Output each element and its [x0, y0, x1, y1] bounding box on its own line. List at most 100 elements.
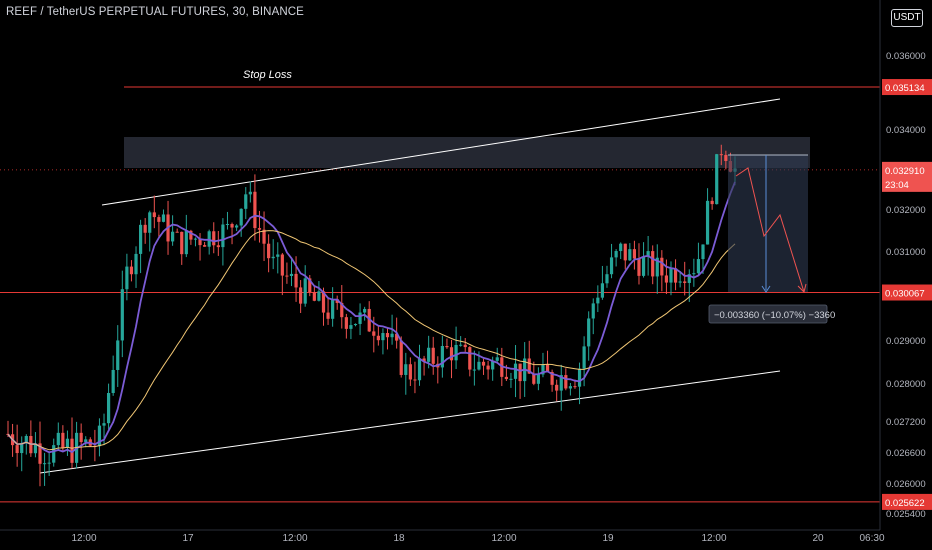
candle-body [692, 273, 696, 275]
candle-body [33, 443, 38, 454]
price-tick-label: 0.026600 [886, 448, 926, 459]
chart-title: REEF / TetherUS PERPETUAL FUTURES, 30, B… [6, 6, 304, 18]
candle-body [38, 443, 42, 464]
current-price-label: 0.032910 [885, 166, 925, 177]
candle-body [422, 358, 426, 362]
candle-body [454, 344, 458, 361]
candle-body [65, 438, 70, 448]
candle-body [326, 312, 330, 319]
candle-body [138, 224, 143, 254]
candle-body [344, 317, 348, 329]
candle-body [715, 154, 719, 205]
candle-body [541, 364, 545, 375]
candle-body [404, 364, 408, 375]
candle-body [116, 340, 120, 370]
candle-body [225, 224, 230, 226]
upper-trend-line [101, 98, 781, 206]
candle-body [472, 369, 476, 371]
candle-body [481, 361, 486, 366]
level-price-tag-label: 0.035134 [885, 83, 925, 94]
price-tick-label: 0.029000 [886, 336, 926, 347]
candle-body [381, 333, 385, 341]
candle-body [312, 292, 316, 301]
candle-body [349, 325, 353, 329]
candle-body [701, 244, 705, 260]
candle-body [623, 243, 627, 261]
candle-body [609, 257, 614, 275]
candle-body [413, 379, 417, 381]
candle-body [257, 228, 262, 230]
candle-body [605, 274, 609, 284]
candle-body [555, 384, 559, 391]
candle-body [175, 231, 179, 233]
candle-body [280, 254, 284, 276]
price-tick-label: 0.031000 [886, 247, 926, 258]
candle-body [56, 432, 60, 446]
price-tick-label: 0.032000 [886, 205, 926, 216]
candle-body [61, 432, 65, 448]
candle-body [641, 256, 646, 276]
candle-body [427, 347, 431, 362]
candle-body [372, 331, 376, 336]
candle-body [395, 333, 399, 341]
candle-body [353, 323, 358, 326]
candle-body [84, 439, 88, 443]
countdown-label: 23:04 [885, 180, 909, 191]
candle-body [495, 357, 499, 361]
candle-body [321, 291, 326, 313]
candle-body [683, 281, 687, 283]
candle-body [244, 194, 248, 209]
candle-body [477, 361, 481, 370]
candle-body [440, 346, 444, 368]
candle-body [52, 445, 56, 463]
stop-loss-label: Stop Loss [243, 69, 292, 81]
candle-body [47, 462, 51, 464]
currency-button[interactable]: USDT [891, 9, 923, 27]
candle-body [20, 442, 24, 454]
time-tick-label: 06:30 [859, 533, 884, 544]
candle-body [651, 251, 655, 277]
resistance-zone [124, 137, 810, 168]
level-price-tag [882, 493, 932, 510]
candle-body [248, 191, 252, 195]
candle-body [203, 245, 207, 247]
price-tick-label: 0.028000 [886, 379, 926, 390]
candle-body [513, 363, 518, 379]
candle-body [340, 302, 344, 318]
candle-body [632, 249, 637, 259]
candle-body [564, 375, 568, 389]
candle-body [710, 200, 714, 205]
candle-body [504, 376, 508, 380]
candle-body [390, 333, 394, 338]
short-position-box [728, 155, 808, 292]
time-tick-label: 12:00 [491, 533, 516, 544]
candle-body [180, 231, 184, 255]
candle-body [143, 224, 147, 233]
candle-body [216, 245, 220, 248]
candle-body [24, 436, 28, 443]
candle-body [42, 463, 47, 465]
candle-body [536, 374, 540, 384]
price-tick-label: 0.027200 [886, 417, 926, 428]
candle-body [367, 308, 371, 332]
time-tick-label: 20 [812, 533, 824, 544]
candle-body [212, 231, 216, 246]
candle-body [408, 364, 412, 380]
candle-body [125, 266, 129, 290]
candle-body [459, 344, 463, 346]
candle-body [577, 368, 582, 387]
time-tick-label: 12:00 [71, 533, 96, 544]
price-tick-label: 0.025400 [886, 509, 926, 520]
candle-body [705, 200, 710, 245]
time-tick-label: 19 [602, 533, 614, 544]
candle-body [591, 303, 595, 319]
candle-body [518, 363, 522, 382]
candle-body [267, 243, 271, 259]
candle-body [696, 259, 701, 274]
measure-label-box [708, 304, 828, 324]
candle-body [198, 238, 202, 246]
candle-body [619, 243, 623, 252]
slow-moving-average [7, 230, 736, 451]
level-price-tag [882, 284, 932, 301]
